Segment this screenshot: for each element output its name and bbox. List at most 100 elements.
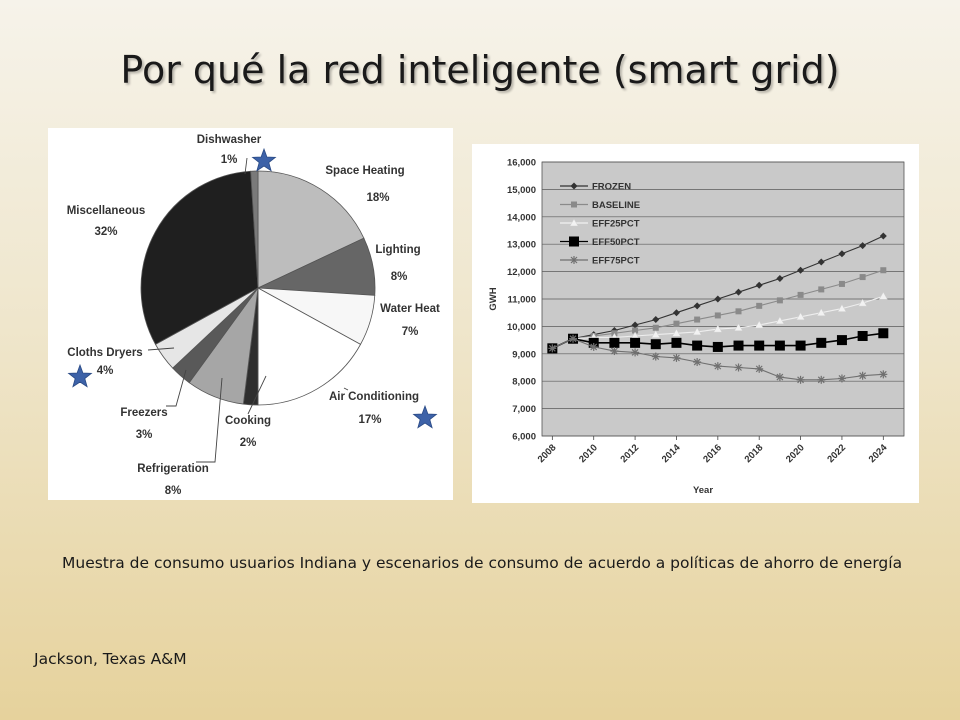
star-icon-dishwasher: [251, 147, 277, 172]
point-eff50pct: [754, 340, 765, 351]
pie-pct-air-conditioning: 17%: [358, 414, 381, 426]
pie-leader-dishwasher: [244, 157, 248, 175]
point-baseline: [838, 280, 845, 287]
gridlines: [542, 161, 904, 437]
point-baseline: [735, 308, 742, 315]
legend-label-frozen: FROZEN: [592, 182, 631, 193]
pie-slice-miscellaneous: [140, 170, 259, 345]
point-eff25pct: [734, 323, 743, 332]
pie-pct-cooking: 2%: [240, 437, 257, 449]
pie-slice-air-conditioning: [257, 287, 362, 406]
legend-marker-baseline: [571, 201, 577, 208]
pie-slice-dishwasher: [250, 170, 259, 289]
point-eff75pct: [755, 364, 764, 373]
point-eff75pct: [631, 348, 640, 357]
pie-label-water-heat: Water Heat: [380, 303, 440, 315]
line-chart: 6,000 7,000 8,000 9,000 10,000 11,000 12,000 13…: [488, 158, 905, 496]
pie-pct-space-heating: 18%: [366, 192, 389, 204]
point-baseline: [673, 320, 680, 327]
point-eff50pct: [588, 337, 599, 348]
y-tick-label: 13,000: [507, 240, 536, 251]
point-eff75pct: [734, 363, 743, 372]
x-tick-label: 2012: [618, 442, 641, 465]
point-eff75pct: [858, 371, 867, 380]
x-tick-labels: 2008 2010 2012 2014 2016 2018 2020 2022 2024: [536, 436, 890, 465]
legend-label-eff75pct: EFF75PCT: [592, 256, 640, 267]
point-eff75pct: [879, 370, 888, 379]
slide-credit: Jackson, Texas A&M: [34, 650, 187, 668]
point-eff25pct: [692, 327, 702, 336]
point-frozen: [652, 316, 660, 324]
series-eff75pct: [548, 334, 888, 384]
point-eff50pct: [878, 328, 889, 339]
point-eff75pct: [548, 344, 557, 353]
point-eff75pct: [796, 375, 805, 384]
pie-leader-refrigeration: [196, 377, 223, 463]
point-baseline: [776, 297, 783, 304]
x-tick-label: 2008: [536, 442, 559, 465]
pie-pct-refrigeration: 8%: [165, 485, 182, 497]
x-axis-label: Year: [693, 485, 713, 496]
y-tick-label: 15,000: [507, 185, 536, 196]
point-eff50pct: [712, 341, 723, 352]
pie-pct-water-heat: 7%: [402, 326, 419, 338]
point-eff25pct: [878, 291, 888, 300]
point-frozen: [776, 274, 784, 282]
point-frozen: [859, 242, 867, 250]
point-frozen: [879, 232, 887, 240]
point-eff75pct: [672, 353, 681, 362]
point-eff75pct: [693, 358, 702, 367]
point-eff75pct: [775, 373, 784, 382]
y-tick-label: 12,000: [507, 267, 536, 278]
x-tick-label: 2014: [660, 442, 683, 465]
x-tick-label: 2016: [701, 442, 724, 465]
point-frozen: [838, 250, 846, 258]
point-frozen: [797, 266, 805, 274]
pie-leader-air-conditioning: [343, 387, 349, 391]
point-eff50pct: [774, 340, 785, 351]
y-tick-label: 9,000: [512, 349, 536, 360]
point-eff50pct: [795, 340, 806, 351]
point-baseline: [797, 291, 804, 298]
point-eff75pct: [610, 347, 619, 356]
point-eff50pct: [857, 330, 868, 341]
point-frozen: [631, 321, 639, 329]
legend-marker-eff25pct: [569, 218, 579, 227]
pie-label-miscellaneous: Miscellaneous: [67, 205, 146, 217]
point-eff50pct: [816, 337, 827, 348]
x-tick-label: 2020: [784, 442, 807, 465]
y-axis-label: GWH: [488, 287, 499, 310]
point-frozen: [672, 309, 680, 317]
point-eff25pct: [837, 304, 847, 312]
point-baseline: [880, 267, 887, 274]
pie-label-refrigeration: Refrigeration: [137, 463, 209, 475]
point-frozen: [817, 258, 825, 266]
y-tick-label: 8,000: [512, 377, 536, 388]
y-tick-label: 16,000: [507, 158, 536, 169]
point-baseline: [756, 302, 763, 309]
pie-label-air-conditioning: Air Conditioning: [329, 391, 419, 403]
point-frozen: [755, 281, 763, 289]
x-tick-label: 2018: [743, 442, 766, 465]
slide-caption: Muestra de consumo usuarios Indiana y es…: [62, 554, 903, 572]
point-eff50pct: [692, 340, 703, 351]
legend-marker-eff50pct: [569, 236, 579, 247]
pie-leader-cooking: [247, 375, 267, 415]
legend-label-eff25pct: EFF25PCT: [592, 219, 640, 230]
pie-slice-space-heating: [257, 170, 365, 289]
point-baseline: [652, 324, 659, 331]
legend: FROZEN BASELINE EFF25PCT EFF50PCT EFF75PCT: [560, 182, 640, 267]
pie-label-cloths-dryers: Cloths Dryers: [67, 347, 142, 359]
pie-pct-freezers: 3%: [136, 429, 153, 441]
x-tick-label: 2022: [825, 442, 848, 465]
pie-slices: [140, 170, 376, 406]
y-tick-label: 7,000: [512, 404, 536, 415]
x-tick-label: 2024: [867, 442, 890, 465]
point-eff25pct: [672, 328, 681, 337]
point-eff50pct: [650, 339, 661, 350]
line-chart-panel: 6,000 7,000 8,000 9,000 10,000 11,000 12,000 13…: [472, 144, 919, 503]
legend-label-baseline: BASELINE: [592, 200, 640, 211]
point-frozen: [714, 295, 722, 303]
point-eff50pct: [630, 337, 641, 348]
pie-labels: Space Heating 18% Lighting 8% Water Heat 7% Ai…: [67, 134, 440, 497]
